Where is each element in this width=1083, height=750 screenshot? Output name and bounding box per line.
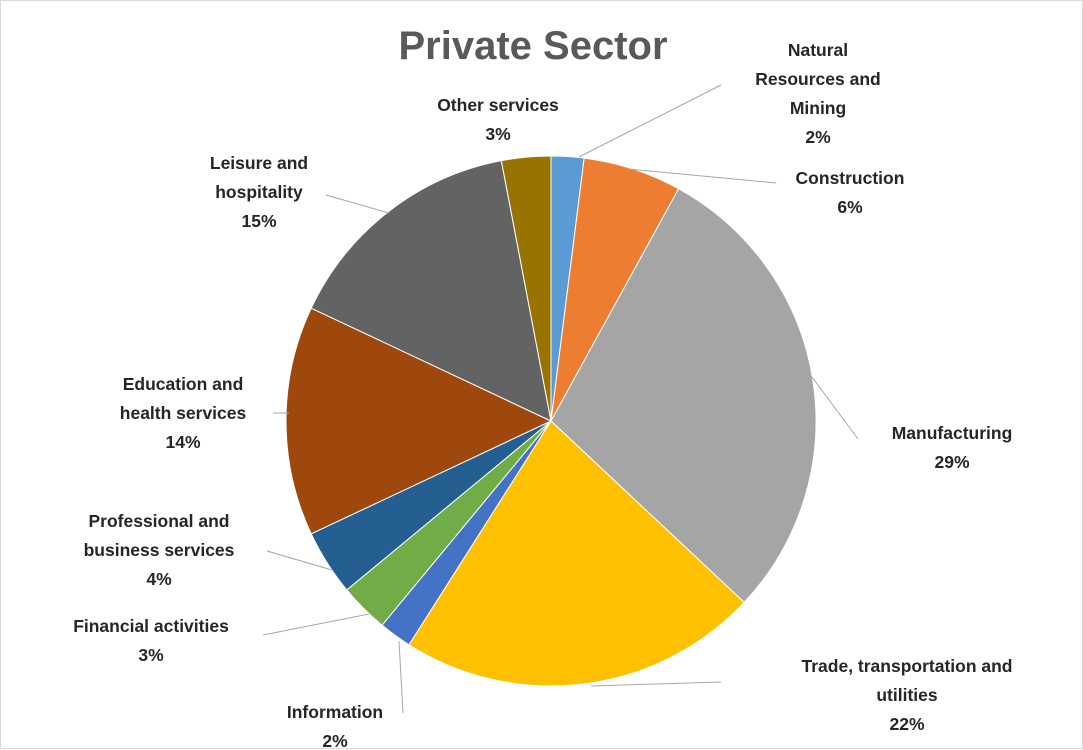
data-label-category: Mining [790, 98, 846, 118]
data-label-percent: 3% [485, 124, 511, 144]
leader-line [590, 681, 722, 687]
data-label-percent: 29% [934, 452, 969, 472]
data-label: Trade, transportation and utilities 22% [802, 656, 1013, 734]
data-label-category: Construction [796, 168, 905, 188]
data-label-percent: 2% [805, 127, 831, 147]
leader-lines [262, 84, 859, 714]
data-label-category: Trade, transportation and [802, 656, 1013, 676]
data-label-category: Information [287, 702, 383, 722]
pie-slice [408, 420, 745, 687]
chart-title: Private Sector [398, 24, 667, 68]
data-label-percent: 22% [889, 714, 924, 734]
data-label-category: health services [120, 403, 247, 423]
data-label-category: Leisure and [210, 153, 308, 173]
leader-line [266, 550, 333, 571]
data-label-percent: 14% [165, 432, 200, 452]
pie-slice [500, 155, 552, 422]
data-label: Leisure and hospitality 15% [210, 153, 308, 231]
data-label: Professional and business services 4% [84, 511, 235, 589]
data-labels: Natural Resources and Mining 2% Construction… [73, 40, 1012, 750]
data-label-category: Manufacturing [892, 423, 1013, 443]
data-label: Financial activities 3% [73, 616, 229, 665]
data-label-category: Education and [123, 374, 244, 394]
leader-line [578, 84, 722, 158]
data-label: Information 2% [287, 702, 383, 750]
data-label: Construction 6% [796, 168, 905, 217]
data-label-percent: 2% [322, 731, 348, 750]
pie-slice [550, 188, 817, 604]
pie-slice [285, 307, 553, 535]
data-label-category: Resources and [755, 69, 880, 89]
pie-slice [310, 160, 552, 422]
leader-line [628, 168, 777, 184]
leader-line [811, 376, 859, 440]
data-label-category: Financial activities [73, 616, 229, 636]
data-label-category: hospitality [215, 182, 303, 202]
data-label-percent: 15% [241, 211, 276, 231]
data-label: Education and health services 14% [120, 374, 247, 452]
data-label-category: business services [84, 540, 235, 560]
pie-slices [285, 155, 817, 687]
data-label-category: utilities [876, 685, 938, 705]
data-label-category: Other services [437, 95, 559, 115]
data-label-category: Natural [788, 40, 848, 60]
leader-line [398, 640, 404, 714]
data-label-percent: 4% [146, 569, 172, 589]
data-label: Manufacturing 29% [892, 423, 1013, 472]
data-label-percent: 6% [837, 197, 863, 217]
data-label: Natural Resources and Mining 2% [755, 40, 880, 147]
data-label-percent: 3% [138, 645, 164, 665]
data-label-category: Professional and [88, 511, 229, 531]
leader-line [262, 613, 370, 636]
leader-line [325, 194, 390, 214]
data-label: Other services 3% [437, 95, 559, 144]
